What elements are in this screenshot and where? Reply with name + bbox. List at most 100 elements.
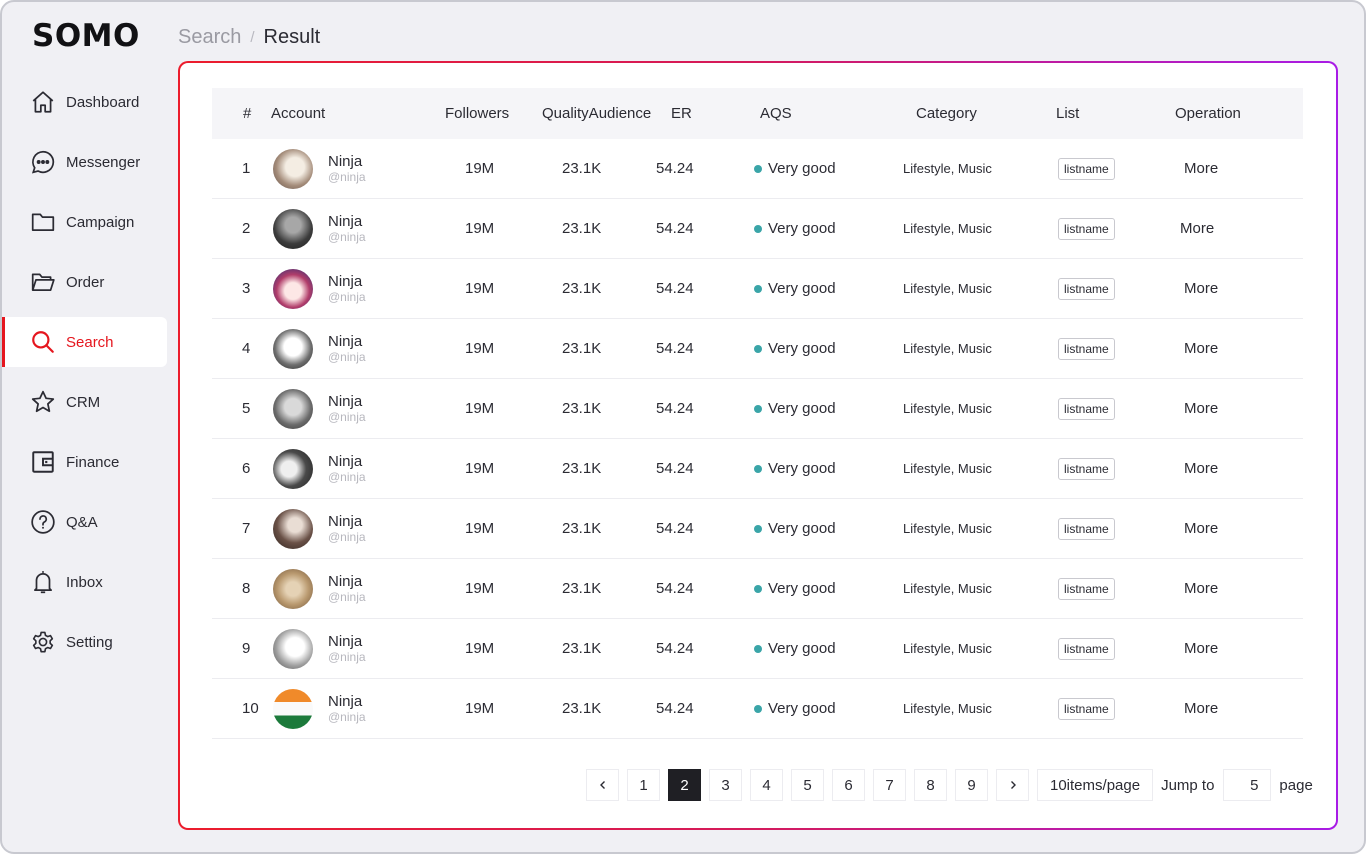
avatar[interactable]	[273, 439, 313, 498]
list-tag[interactable]: listname	[1058, 697, 1115, 720]
list-tag[interactable]: listname	[1058, 397, 1115, 420]
bell-icon	[30, 569, 56, 595]
aqs-label: Very good	[768, 280, 836, 297]
table-row[interactable]: 8 Ninja @ninja 19M 23.1K 54.24 Very good…	[212, 559, 1303, 619]
sidebar-item-qa[interactable]: Q&A	[2, 497, 167, 547]
avatar[interactable]	[273, 499, 313, 558]
sidebar-item-campaign[interactable]: Campaign	[2, 197, 167, 247]
aqs-status: Very good	[754, 259, 836, 318]
avatar[interactable]	[273, 679, 313, 738]
account-name[interactable]: Ninja	[328, 513, 363, 530]
account-name[interactable]: Ninja	[328, 633, 363, 650]
sidebar-item-dashboard[interactable]: Dashboard	[2, 77, 167, 127]
row-number: 9	[242, 640, 251, 657]
more-button[interactable]: More	[1184, 640, 1219, 657]
aqs-status: Very good	[754, 199, 836, 258]
quality-audience-value: 23.1K	[562, 640, 602, 657]
account-name[interactable]: Ninja	[328, 153, 363, 170]
sidebar-item-setting[interactable]: Setting	[2, 617, 167, 667]
sidebar-item-label: Inbox	[66, 573, 103, 591]
status-dot	[754, 464, 762, 473]
breadcrumb-search-link[interactable]: Search	[178, 26, 242, 48]
sidebar-item-search[interactable]: Search	[2, 317, 167, 367]
more-button[interactable]: More	[1184, 520, 1219, 537]
followers-value: 19M	[465, 460, 495, 477]
jump-to-input[interactable]: 5	[1223, 769, 1272, 801]
page-button-2[interactable]: 2	[668, 769, 701, 801]
er-value: 54.24	[656, 580, 694, 597]
avatar[interactable]	[273, 559, 313, 618]
list-tag[interactable]: listname	[1058, 157, 1115, 180]
page-button-1[interactable]: 1	[627, 769, 660, 801]
avatar[interactable]	[273, 259, 313, 318]
sidebar-item-messenger[interactable]: Messenger	[2, 137, 167, 187]
list-tag[interactable]: listname	[1058, 577, 1115, 600]
table-row[interactable]: 1 Ninja @ninja 19M 23.1K 54.24 Very good…	[212, 139, 1303, 199]
account-name[interactable]: Ninja	[328, 693, 363, 710]
account-name[interactable]: Ninja	[328, 213, 363, 230]
page-button-6[interactable]: 6	[832, 769, 865, 801]
more-button[interactable]: More	[1184, 700, 1219, 717]
avatar[interactable]	[273, 139, 313, 198]
more-button[interactable]: More	[1180, 220, 1215, 237]
aqs-status: Very good	[754, 379, 836, 438]
account-name[interactable]: Ninja	[328, 453, 363, 470]
followers-value: 19M	[465, 640, 495, 657]
account-name[interactable]: Ninja	[328, 333, 363, 350]
more-button[interactable]: More	[1184, 580, 1219, 597]
list-tag[interactable]: listname	[1058, 217, 1115, 240]
account-handle: @ninja	[328, 590, 366, 604]
page-button-9[interactable]: 9	[955, 769, 988, 801]
next-page-button[interactable]	[996, 769, 1029, 801]
list-tag[interactable]: listname	[1058, 337, 1115, 360]
page-button-8[interactable]: 8	[914, 769, 947, 801]
account-name[interactable]: Ninja	[328, 573, 363, 590]
followers-value: 19M	[465, 160, 495, 177]
table-row[interactable]: 7 Ninja @ninja 19M 23.1K 54.24 Very good…	[212, 499, 1303, 559]
table-row[interactable]: 3 Ninja @ninja 19M 23.1K 54.24 Very good…	[212, 259, 1303, 319]
chevron-right-icon	[1008, 780, 1018, 790]
page-button-3[interactable]: 3	[709, 769, 742, 801]
page-suffix-label: page	[1279, 776, 1313, 794]
avatar[interactable]	[273, 379, 313, 438]
page-size-select[interactable]: 10items/page	[1037, 769, 1154, 801]
page-button-7[interactable]: 7	[873, 769, 906, 801]
avatar[interactable]	[273, 199, 313, 258]
sidebar-item-order[interactable]: Order	[2, 257, 167, 307]
status-dot	[754, 704, 762, 713]
category-value: Lifestyle, Music	[903, 641, 992, 656]
breadcrumb: Search / Result	[178, 26, 320, 49]
more-button[interactable]: More	[1184, 400, 1219, 417]
table-row[interactable]: 2 Ninja @ninja 19M 23.1K 54.24 Very good…	[212, 199, 1303, 259]
account-name[interactable]: Ninja	[328, 273, 363, 290]
prev-page-button[interactable]	[586, 769, 619, 801]
quality-audience-value: 23.1K	[562, 520, 602, 537]
page-button-4[interactable]: 4	[750, 769, 783, 801]
list-tag[interactable]: listname	[1058, 517, 1115, 540]
account-name[interactable]: Ninja	[328, 393, 363, 410]
more-button[interactable]: More	[1184, 460, 1219, 477]
table-row[interactable]: 9 Ninja @ninja 19M 23.1K 54.24 Very good…	[212, 619, 1303, 679]
page-button-5[interactable]: 5	[791, 769, 824, 801]
table-row[interactable]: 6 Ninja @ninja 19M 23.1K 54.24 Very good…	[212, 439, 1303, 499]
account-info: Ninja @ninja	[328, 679, 366, 738]
status-dot	[754, 344, 762, 353]
breadcrumb-current: Result	[263, 26, 321, 48]
star-icon	[30, 389, 56, 415]
table-row[interactable]: 4 Ninja @ninja 19M 23.1K 54.24 Very good…	[212, 319, 1303, 379]
avatar[interactable]	[273, 619, 313, 678]
table-row[interactable]: 5 Ninja @ninja 19M 23.1K 54.24 Very good…	[212, 379, 1303, 439]
list-tag[interactable]: listname	[1058, 637, 1115, 660]
more-button[interactable]: More	[1184, 340, 1219, 357]
sidebar-item-inbox[interactable]: Inbox	[2, 557, 167, 607]
sidebar-item-finance[interactable]: Finance	[2, 437, 167, 487]
avatar[interactable]	[273, 319, 313, 378]
more-button[interactable]: More	[1184, 280, 1219, 297]
list-tag[interactable]: listname	[1058, 457, 1115, 480]
more-button[interactable]: More	[1184, 160, 1219, 177]
sidebar-item-crm[interactable]: CRM	[2, 377, 167, 427]
list-tag[interactable]: listname	[1058, 277, 1115, 300]
category-value: Lifestyle, Music	[903, 161, 992, 176]
table-row[interactable]: 10 Ninja @ninja 19M 23.1K 54.24 Very goo…	[212, 679, 1303, 739]
quality-audience-value: 23.1K	[562, 280, 602, 297]
